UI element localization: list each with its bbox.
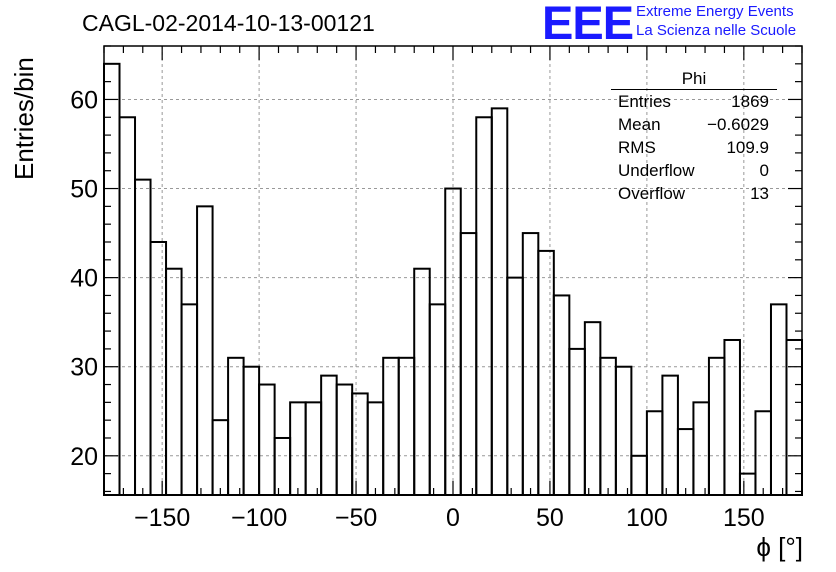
y-tick-label: 30 (70, 354, 98, 382)
histogram-bin (304, 401, 323, 497)
stats-value: 13 (750, 184, 769, 203)
stats-value: −0.6029 (707, 115, 769, 134)
histogram-bin (707, 356, 726, 496)
logo-line-1: Extreme Energy Events (636, 3, 794, 20)
x-tick-label: 100 (626, 504, 668, 532)
histogram-bin (149, 240, 168, 496)
stats-value: 0 (759, 161, 769, 180)
histogram-bin (428, 303, 447, 496)
histogram-bin (335, 383, 354, 496)
histogram-bin (599, 356, 617, 496)
x-tick-label: −50 (335, 504, 377, 532)
histogram-bin (103, 62, 121, 496)
stats-title: Phi (611, 68, 777, 90)
x-tick-label: −100 (231, 504, 287, 532)
stats-key: Overflow (618, 184, 686, 203)
stats-key: Underflow (618, 161, 695, 180)
histogram-bin (134, 178, 152, 496)
histogram-bin (583, 321, 602, 496)
histogram-bin (723, 338, 741, 496)
histogram-bin (676, 428, 695, 497)
eee-logo: EEE (542, 0, 634, 49)
y-tick-label: 60 (70, 86, 98, 114)
histogram-bin (118, 116, 137, 497)
stats-row-overflow: Overflow 13 (611, 182, 777, 205)
stats-key: RMS (618, 138, 656, 157)
stats-row-mean: Mean −0.6029 (611, 113, 777, 136)
stats-key: Mean (618, 115, 661, 134)
histogram-bin (320, 374, 338, 496)
histogram-bin (661, 374, 679, 496)
histogram-bin (754, 410, 772, 496)
stats-row-rms: RMS 109.9 (611, 136, 777, 159)
eee-logo-text: Extreme Energy Events La Scienza nelle S… (636, 2, 796, 40)
histogram-bin (196, 205, 214, 496)
plot-title: CAGL-02-2014-10-13-00121 (82, 10, 375, 36)
y-axis-label: Entries/bin (9, 57, 39, 180)
histogram-bin (769, 303, 788, 496)
histogram-bin (692, 401, 710, 497)
histogram-bin (180, 303, 199, 496)
histogram-bin (785, 338, 804, 496)
histogram-bin (568, 347, 586, 496)
stats-box: Phi Entries 1869 Mean −0.6029 RMS 109.9 … (611, 68, 777, 205)
stats-row-underflow: Underflow 0 (611, 159, 777, 182)
x-axis-label: ϕ [°] (756, 532, 803, 562)
stats-key: Entries (618, 92, 671, 111)
histogram-bin (366, 401, 385, 497)
histogram-bin (475, 116, 493, 497)
histogram-bin (273, 436, 292, 497)
histogram-bin (227, 356, 245, 496)
histogram-bin (397, 356, 416, 496)
stats-value: 1869 (731, 92, 769, 111)
y-tick-label: 50 (70, 176, 98, 204)
histogram-bin (630, 454, 648, 496)
histogram-bin (614, 365, 633, 497)
histogram-bin (738, 472, 757, 497)
histogram-bin (552, 294, 571, 497)
histogram-bin (258, 383, 276, 496)
x-tick-label: 150 (723, 504, 765, 532)
x-tick-label: 50 (536, 504, 564, 532)
histogram-bin (537, 249, 555, 496)
y-tick-label: 40 (70, 265, 98, 293)
x-tick-label: −150 (134, 504, 190, 532)
histogram-bin (165, 267, 183, 497)
y-tick-label: 20 (70, 443, 98, 471)
stats-row-entries: Entries 1869 (611, 90, 777, 113)
histogram-bin (351, 392, 369, 497)
histogram-bin (211, 419, 230, 496)
histogram-bin (506, 276, 524, 496)
histogram-bin (382, 356, 400, 496)
stats-value: 109.9 (726, 138, 769, 157)
histogram-bin (645, 410, 664, 496)
histogram-bin (490, 107, 509, 496)
logo-line-2: La Scienza nelle Scuole (636, 22, 797, 39)
x-tick-label: 0 (446, 504, 460, 532)
histogram-bin (459, 232, 478, 496)
histogram-bin (413, 267, 431, 497)
histogram-bin (289, 401, 307, 497)
histogram-bin (242, 365, 261, 497)
